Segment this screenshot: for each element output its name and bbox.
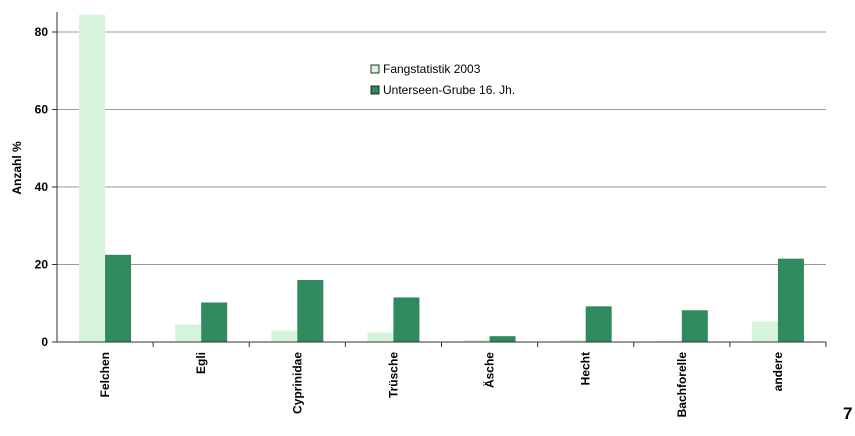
x-category-label: Cyprinidae — [290, 352, 304, 414]
bar-unterseen — [681, 310, 708, 342]
bar-unterseen — [393, 297, 420, 342]
bars — [79, 14, 804, 342]
page-number: 7 — [843, 404, 853, 423]
bar-unterseen — [297, 280, 324, 342]
x-category-label: Trüsche — [386, 352, 400, 398]
legend-label-fangstatistik: Fangstatistik 2003 — [383, 62, 481, 76]
legend: Fangstatistik 2003 Unterseen-Grube 16. J… — [365, 56, 560, 103]
bar-unterseen — [585, 306, 612, 342]
legend-swatch-unterseen — [370, 85, 380, 95]
x-category-labels: Felchen Egli Cyprinidae Trüsche Äsche Hecht Ba… — [98, 352, 785, 418]
x-category-label: andere — [771, 352, 785, 392]
x-category-label: Egli — [194, 352, 208, 374]
bar-fangstatistik — [559, 340, 586, 342]
x-category-label: Äsche — [482, 352, 497, 388]
legend-swatch-fangstatistik — [370, 64, 380, 74]
bar-fangstatistik — [79, 14, 106, 342]
gridlines — [57, 31, 826, 265]
bar-unterseen — [777, 258, 804, 342]
bar-fangstatistik — [463, 340, 490, 342]
bar-fangstatistik — [367, 332, 394, 342]
x-category-label: Bachforelle — [675, 352, 689, 418]
bar-fangstatistik — [751, 321, 778, 342]
legend-label-unterseen: Unterseen-Grube 16. Jh. — [383, 83, 515, 97]
y-tick-label: 20 — [35, 258, 49, 272]
y-tick-label: 40 — [35, 180, 49, 194]
bar-unterseen — [489, 336, 516, 342]
bar-fangstatistik — [271, 330, 298, 342]
x-category-label: Felchen — [98, 352, 112, 397]
bar-fangstatistik — [175, 324, 202, 342]
y-tick-labels: 0 20 40 60 80 — [35, 25, 49, 349]
bar-fangstatistik — [655, 340, 682, 342]
x-category-label: Hecht — [579, 352, 593, 385]
y-tick-label: 80 — [35, 25, 49, 39]
legend-box — [365, 56, 560, 103]
y-tick-label: 0 — [41, 335, 48, 349]
y-axis-label: Anzahl % — [10, 141, 24, 195]
axes — [52, 12, 827, 347]
bar-unterseen — [105, 254, 132, 342]
bar-unterseen — [201, 302, 228, 342]
y-tick-label: 60 — [35, 103, 49, 117]
